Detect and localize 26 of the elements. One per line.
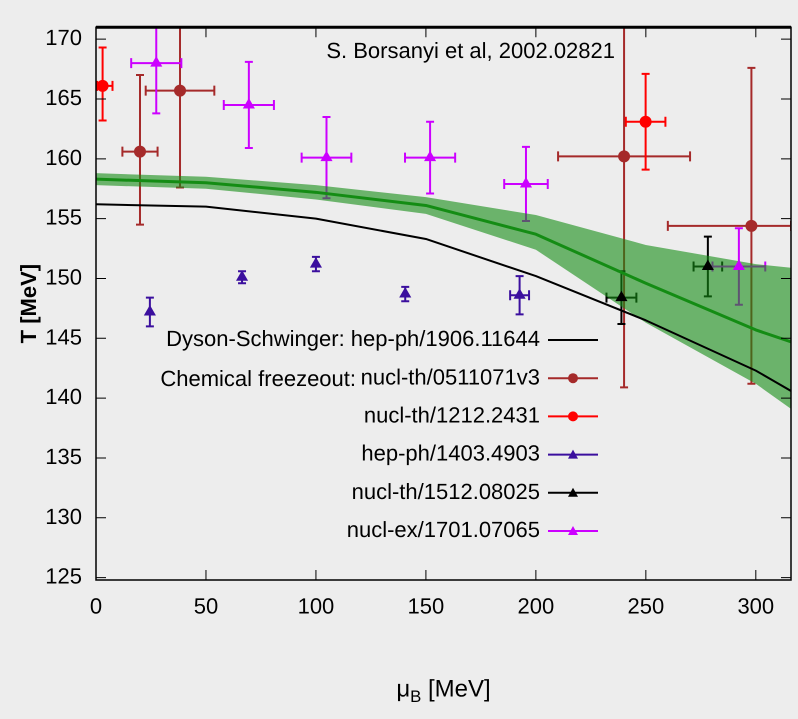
y-tick-label: 155 bbox=[45, 204, 82, 230]
legend-label: nucl-th/1212.2431 bbox=[364, 402, 540, 428]
x-tick-label: 100 bbox=[298, 593, 334, 618]
x-tick-label: 150 bbox=[408, 593, 444, 618]
x-tick-label: 200 bbox=[518, 593, 554, 618]
legend-label: nucl-th/1512.08025 bbox=[352, 478, 540, 504]
legend-label: Dyson-Schwinger: hep-ph/1906.11644 bbox=[166, 326, 540, 352]
y-tick-label: 145 bbox=[45, 324, 82, 350]
y-tick-label: 160 bbox=[45, 144, 82, 170]
x-tick-label: 50 bbox=[194, 593, 218, 618]
y-tick-label: 165 bbox=[45, 85, 82, 110]
annotation: S. Borsanyi et al, 2002.02821 bbox=[326, 38, 616, 64]
x-tick-label: 0 bbox=[90, 593, 102, 618]
y-tick-label: 140 bbox=[45, 384, 82, 410]
y-tick-label: 170 bbox=[45, 25, 82, 50]
y-axis-title: T [MeV] bbox=[16, 264, 42, 344]
y-tick-label: 150 bbox=[45, 264, 82, 290]
legend-label: hep-ph/1403.4903 bbox=[361, 440, 540, 466]
y-tick-label: 135 bbox=[45, 444, 82, 470]
x-tick-label: 250 bbox=[627, 593, 664, 618]
x-tick-label: 300 bbox=[737, 593, 774, 618]
legend-label: nucl-ex/1701.07065 bbox=[346, 517, 540, 542]
y-tick-label: 125 bbox=[45, 564, 82, 589]
legend-label: nucl-th/0511071v3 bbox=[360, 364, 540, 390]
y-tick-label: 130 bbox=[45, 504, 82, 529]
annotation: Chemical freezeout: bbox=[160, 366, 356, 392]
